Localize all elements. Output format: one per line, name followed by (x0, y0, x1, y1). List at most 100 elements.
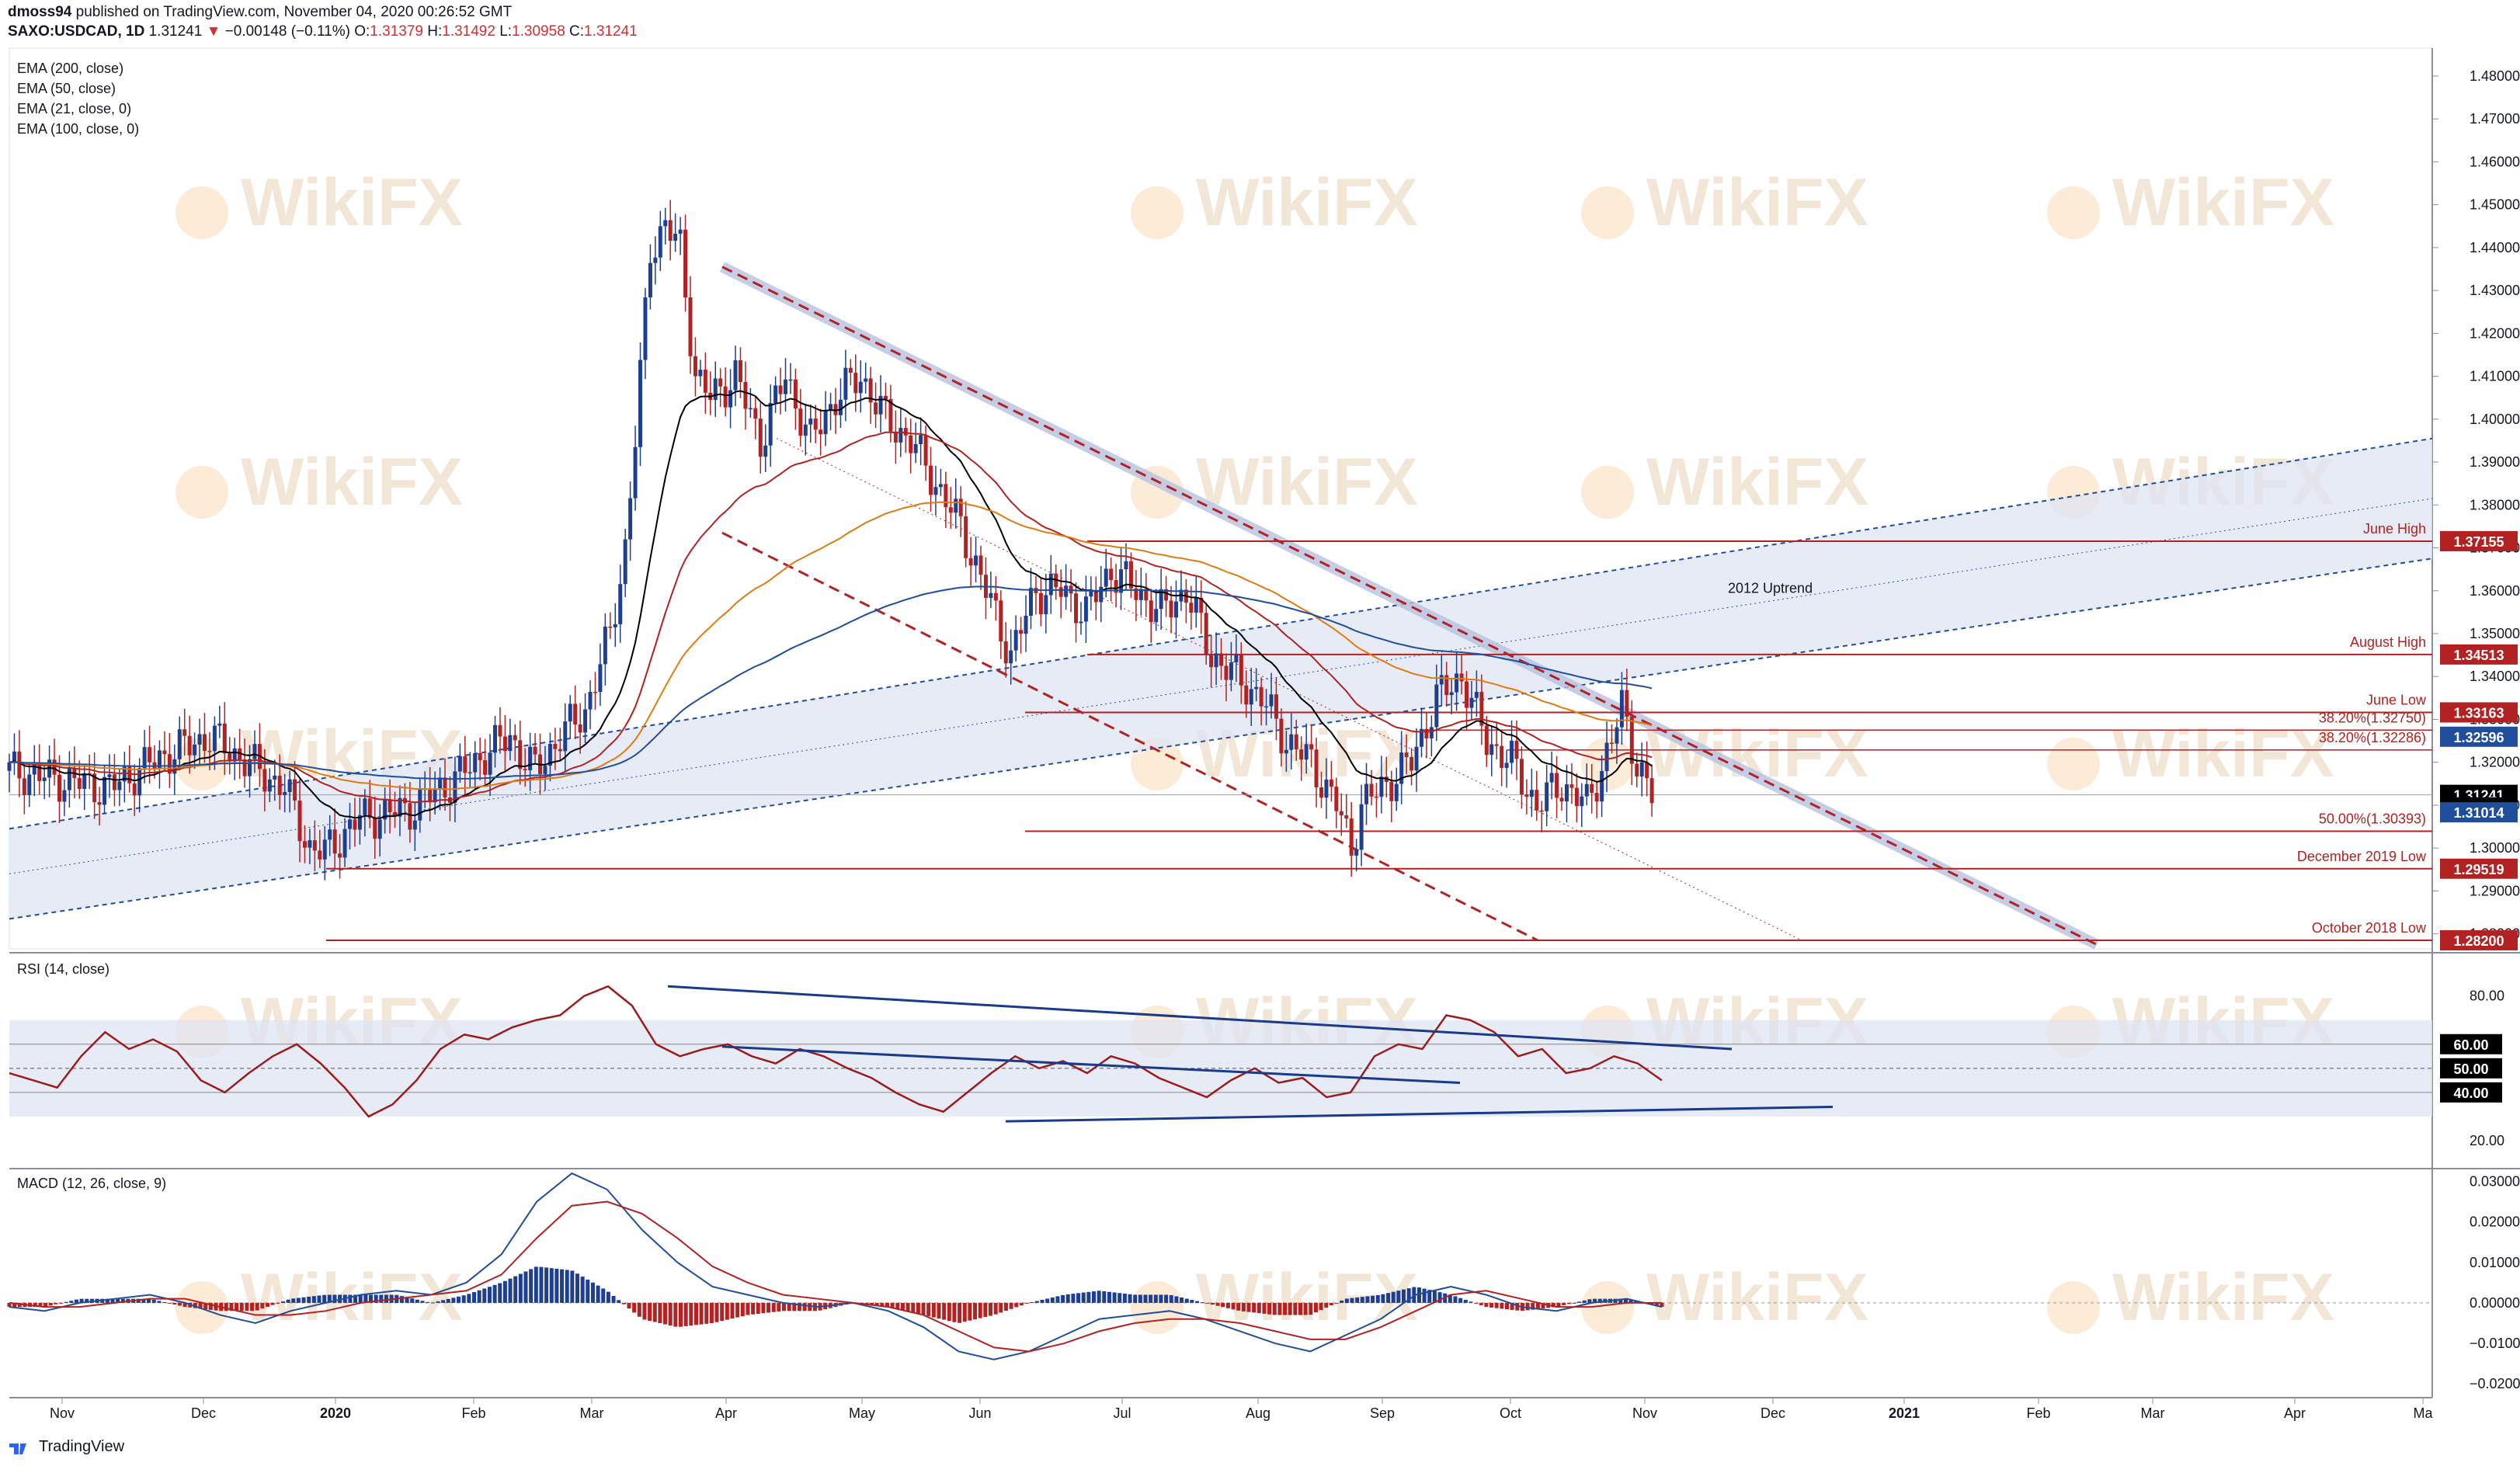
candle-body (803, 424, 808, 436)
candle-body (162, 750, 167, 755)
rsi-line (9, 985, 1663, 1118)
rsi-level-badge-text: 60.00 (2453, 1037, 2488, 1053)
macd-histogram-bar (1469, 1301, 1473, 1303)
candle-body (412, 820, 417, 830)
candle-body (1189, 603, 1194, 613)
watermark-logo-icon (2047, 738, 2100, 790)
uptrend-label: 2012 Uptrend (1728, 581, 1813, 596)
x-tick-label: Apr (2284, 1405, 2306, 1421)
macd-histogram-bar (235, 1302, 239, 1311)
macd-histogram-bar (477, 1290, 481, 1303)
macd-histogram-bar (1634, 1301, 1639, 1303)
open-label: O: (354, 23, 370, 40)
candle-body (633, 446, 638, 499)
close-value: 1.31241 (584, 23, 638, 40)
candle-body (703, 370, 707, 393)
macd-histogram-bar (110, 1298, 115, 1303)
candle-body (753, 408, 758, 419)
candle-body (1089, 590, 1093, 597)
published-text: published on TradingView.com, November 0… (75, 4, 513, 20)
candle-body (1269, 694, 1274, 707)
macd-histogram-bar (1474, 1302, 1479, 1304)
candle-body (1374, 796, 1378, 798)
macd-histogram-bar (679, 1302, 683, 1327)
candle-body (558, 749, 562, 752)
candle-body (182, 729, 187, 736)
candle-body (1524, 794, 1529, 797)
macd-histogram-bar (771, 1302, 776, 1312)
symbol-label[interactable]: SAXO:USDCAD, 1D (8, 23, 145, 40)
candle-body (964, 516, 968, 558)
macd-histogram-bar (1587, 1299, 1592, 1303)
candle-body (433, 788, 437, 803)
macd-histogram-bar (1143, 1294, 1148, 1303)
macd-histogram-bar (937, 1302, 941, 1319)
macd-histogram-bar (808, 1302, 812, 1311)
macd-histogram-bar (586, 1279, 590, 1303)
candle-body (658, 226, 662, 258)
rsi-resistance-line (667, 985, 1733, 1051)
candle-body (1149, 600, 1153, 623)
high-value: 1.31492 (442, 23, 495, 40)
publisher-name[interactable]: dmoss94 (8, 4, 72, 20)
candle-body (613, 624, 617, 627)
price-scale-badge (2440, 726, 2518, 747)
candle-body (117, 781, 122, 790)
macd-histogram-bar (1402, 1289, 1406, 1303)
macd-histogram-bar (467, 1294, 471, 1303)
macd-histogram-bar (1257, 1302, 1261, 1314)
candle-body (1580, 796, 1584, 807)
candle-body (488, 752, 492, 775)
macd-histogram-bar (116, 1298, 120, 1303)
price-scale-badge-text: 1.29519 (2453, 862, 2504, 877)
fib-diagonal-line (776, 438, 1802, 941)
macd-histogram-bar (1153, 1294, 1158, 1303)
macd-histogram-bar (978, 1302, 982, 1318)
macd-histogram-bar (1453, 1296, 1458, 1303)
candle-body (899, 428, 903, 443)
candle-body (293, 779, 297, 801)
macd-histogram-bar (797, 1302, 801, 1311)
candle-body (513, 735, 517, 741)
candle-body (1154, 609, 1159, 623)
macd-histogram-bar (1479, 1302, 1483, 1305)
x-tick-label: 2021 (1889, 1405, 1920, 1421)
macd-histogram-bar (255, 1302, 259, 1311)
candle-body (1019, 630, 1024, 634)
candle-body (373, 818, 377, 839)
downtrend-parallel-line (721, 531, 1538, 942)
price-scale-badge (2440, 929, 2518, 950)
candle-body (357, 815, 362, 830)
macd-histogram-bar (1334, 1302, 1339, 1304)
macd-y-tick-label: 0.00000 (2470, 1295, 2520, 1311)
candle-body (1645, 762, 1649, 779)
macd-histogram-bar (1195, 1301, 1199, 1303)
macd-histogram-bar (1164, 1294, 1169, 1303)
candle-body (919, 435, 923, 444)
candle-body (42, 777, 47, 781)
macd-histogram-bar (1205, 1302, 1210, 1304)
macd-histogram-bar (554, 1268, 559, 1303)
candle-body (1455, 673, 1459, 693)
rsi-level-badge-text: 40.00 (2453, 1086, 2488, 1101)
price-scale-badge-text: 1.33163 (2453, 705, 2504, 721)
macd-histogram-bar (1427, 1290, 1432, 1303)
macd-histogram-bar (502, 1280, 507, 1303)
macd-histogram-bar (1180, 1298, 1184, 1303)
y-tick-label: 1.29000 (2470, 883, 2520, 898)
candle-body (793, 379, 798, 409)
macd-histogram-bar (658, 1302, 662, 1324)
candle-body (1144, 589, 1149, 601)
rsi-title: RSI (14, close) (17, 961, 109, 977)
macd-histogram-bar (1562, 1302, 1566, 1305)
candle-body (187, 735, 192, 756)
candle-body (67, 767, 71, 790)
candle-body (463, 756, 468, 773)
candle-body (1064, 585, 1069, 597)
candle-body (502, 736, 507, 752)
candle-body (1584, 783, 1589, 797)
candle-body (648, 262, 652, 297)
candle-body (1600, 771, 1604, 802)
candle-body (493, 724, 498, 753)
